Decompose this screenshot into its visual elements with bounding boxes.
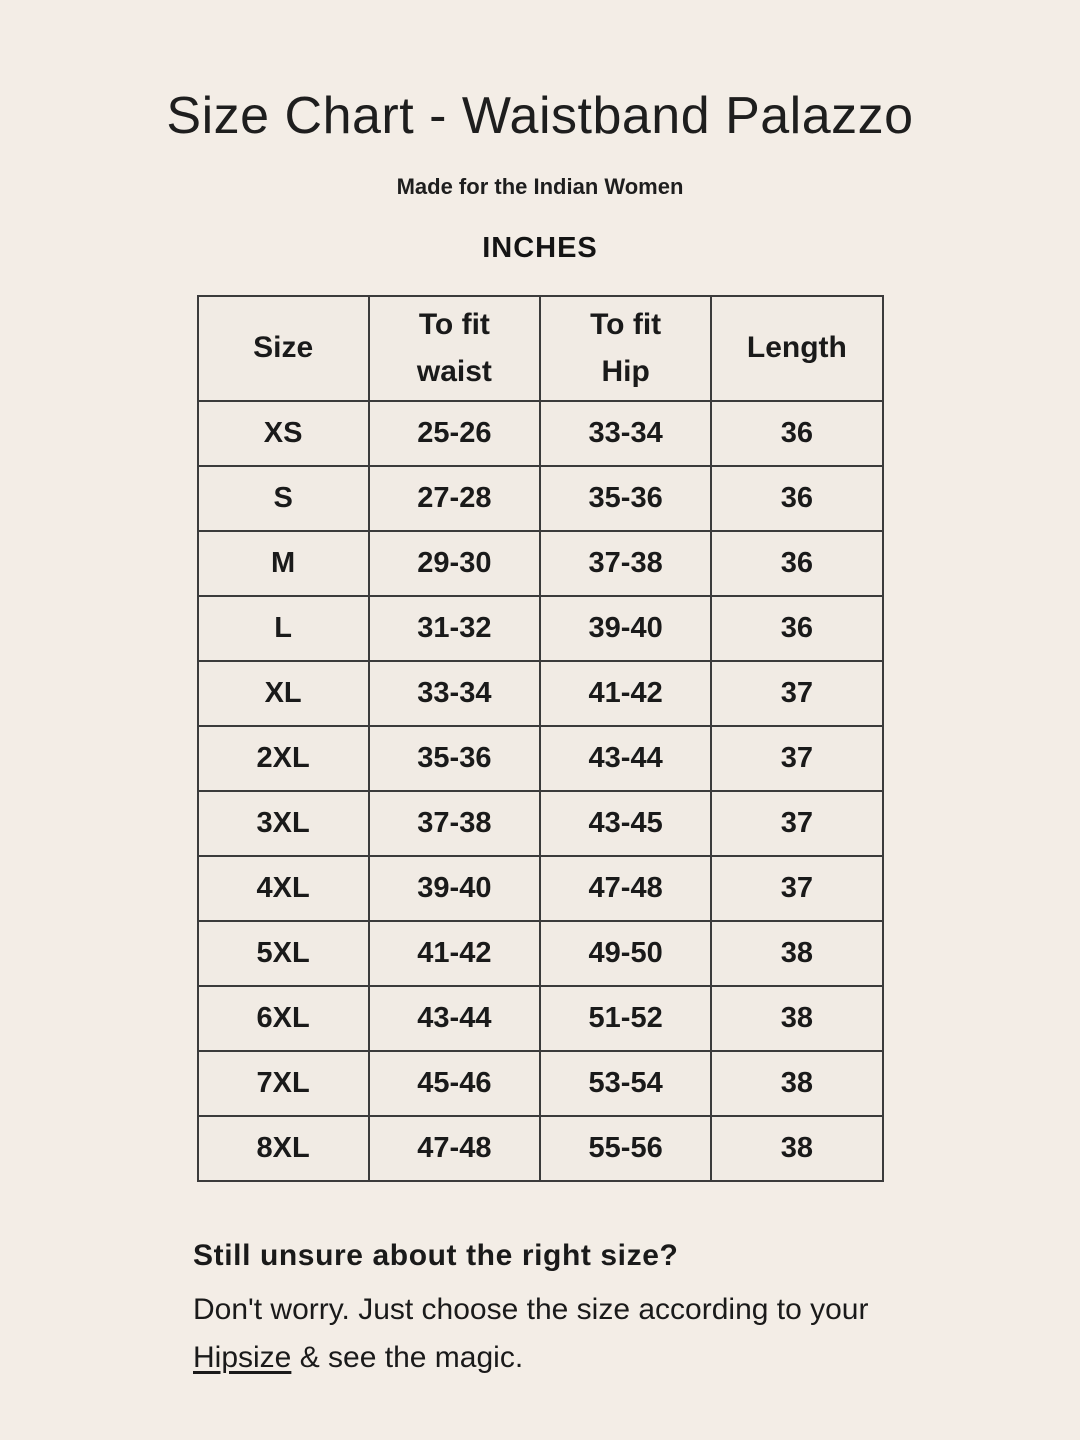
table-row: M 29-30 37-38 36 [196, 530, 884, 597]
cell-waist: 39-40 [367, 855, 542, 922]
cell-size: 7XL [196, 1050, 370, 1117]
cell-hip: 47-48 [538, 855, 713, 922]
cell-size: 4XL [196, 855, 370, 922]
cell-hip: 53-54 [538, 1050, 713, 1117]
cell-waist: 43-44 [367, 985, 542, 1052]
cell-length: 36 [710, 400, 884, 467]
table-row: L 31-32 39-40 36 [196, 595, 884, 662]
cell-waist: 29-30 [367, 530, 542, 597]
table-row: 4XL 39-40 47-48 37 [196, 855, 884, 922]
footer-line-1: Don't worry. Just choose the size accord… [193, 1293, 869, 1326]
cell-size: XS [196, 400, 370, 467]
cell-length: 36 [710, 465, 884, 532]
footer-line-2: Hipsize & see the magic. [193, 1334, 893, 1382]
unit-label: INCHES [482, 232, 598, 264]
cell-length: 36 [710, 595, 884, 662]
cell-hip: 35-36 [538, 465, 713, 532]
table-row: 8XL 47-48 55-56 38 [196, 1115, 884, 1182]
cell-length: 36 [710, 530, 884, 597]
cell-size: 3XL [196, 790, 370, 857]
cell-waist: 41-42 [367, 920, 542, 987]
column-header: Size [196, 295, 370, 402]
cell-hip: 43-44 [538, 725, 713, 792]
table-row: 3XL 37-38 43-45 37 [196, 790, 884, 857]
cell-size: M [196, 530, 370, 597]
cell-size: 8XL [196, 1115, 370, 1182]
cell-waist: 25-26 [367, 400, 542, 467]
table-row: XS 25-26 33-34 36 [196, 400, 884, 467]
cell-length: 37 [710, 725, 884, 792]
cell-size: 2XL [196, 725, 370, 792]
cell-length: 37 [710, 790, 884, 857]
cell-length: 38 [710, 1115, 884, 1182]
cell-waist: 31-32 [367, 595, 542, 662]
cell-waist: 47-48 [367, 1115, 542, 1182]
column-header: Length [710, 295, 884, 402]
cell-hip: 37-38 [538, 530, 713, 597]
page-subtitle: Made for the Indian Women [396, 174, 684, 199]
footer-line-2-rest: & see the magic. [291, 1341, 524, 1374]
cell-size: S [196, 465, 370, 532]
cell-waist: 27-28 [367, 465, 542, 532]
table-row: 6XL 43-44 51-52 38 [196, 985, 884, 1052]
table-row: XL 33-34 41-42 37 [196, 660, 884, 727]
cell-size: L [196, 595, 370, 662]
column-header: To fit Hip [538, 295, 713, 402]
size-chart-table: Size To fit waist To fit Hip Length XS 25-26… [196, 295, 884, 1182]
cell-size: 5XL [196, 920, 370, 987]
cell-size: XL [196, 660, 370, 727]
cell-hip: 55-56 [538, 1115, 713, 1182]
header-row: Size To fit waist To fit Hip Length [196, 295, 884, 402]
cell-waist: 45-46 [367, 1050, 542, 1117]
cell-length: 37 [710, 855, 884, 922]
table-row: S 27-28 35-36 36 [196, 465, 884, 532]
page-title: Size Chart - Waistband Palazzo [166, 87, 914, 145]
cell-hip: 49-50 [538, 920, 713, 987]
cell-length: 38 [710, 1050, 884, 1117]
cell-waist: 35-36 [367, 725, 542, 792]
footer-note: Still unsure about the right size? Don't… [193, 1232, 893, 1382]
size-table-body: XS 25-26 33-34 36 S 27-28 35-36 36 M 29-30 37-38 36… [196, 400, 884, 1182]
cell-size: 6XL [196, 985, 370, 1052]
table-row: 2XL 35-36 43-44 37 [196, 725, 884, 792]
column-header: To fit waist [367, 295, 542, 402]
size-table-head: Size To fit waist To fit Hip Length [196, 295, 884, 402]
footer-heading: Still unsure about the right size? [193, 1239, 679, 1272]
cell-length: 37 [710, 660, 884, 727]
cell-hip: 43-45 [538, 790, 713, 857]
cell-waist: 33-34 [367, 660, 542, 727]
cell-hip: 51-52 [538, 985, 713, 1052]
cell-length: 38 [710, 985, 884, 1052]
hipsize-link[interactable]: Hipsize [193, 1341, 292, 1374]
cell-hip: 39-40 [538, 595, 713, 662]
cell-hip: 41-42 [538, 660, 713, 727]
cell-hip: 33-34 [538, 400, 713, 467]
cell-waist: 37-38 [367, 790, 542, 857]
table-row: 7XL 45-46 53-54 38 [196, 1050, 884, 1117]
table-row: 5XL 41-42 49-50 38 [196, 920, 884, 987]
cell-length: 38 [710, 920, 884, 987]
